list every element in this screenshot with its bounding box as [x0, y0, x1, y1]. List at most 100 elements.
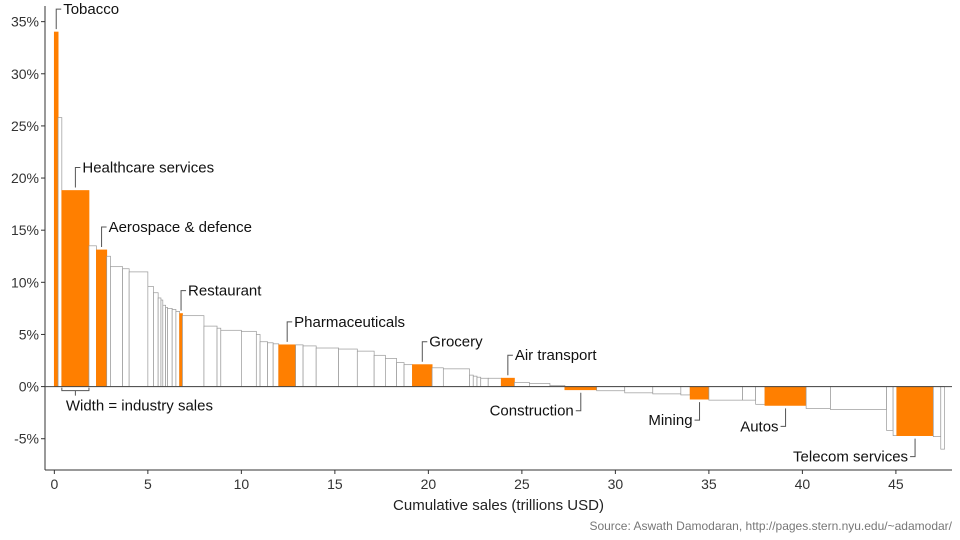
bar-39	[431, 367, 444, 387]
bar-60	[805, 386, 831, 409]
bar-22	[220, 329, 242, 387]
x-ticks: 0 5 10 15 20 25 30 35 40 45	[50, 470, 904, 492]
y-tick-label: 25%	[11, 118, 39, 134]
bar-13	[162, 304, 166, 387]
bar-63	[892, 386, 898, 436]
annotation-label: Air transport	[515, 347, 598, 364]
bar-mining	[689, 386, 710, 400]
annotation-label: Aerospace & defence	[109, 219, 252, 236]
bar-54	[680, 386, 691, 396]
bar-26	[267, 342, 274, 387]
bar-32	[338, 348, 358, 387]
bar-66	[940, 386, 945, 450]
source-note: Source: Aswath Damodaran, http://pages.s…	[589, 519, 952, 533]
annotation-label: Grocery	[429, 334, 483, 351]
bar-27	[272, 343, 280, 387]
bar-58	[755, 386, 766, 405]
bar-air-transport	[500, 377, 515, 387]
bar-20	[203, 325, 218, 387]
bar-restaurant	[179, 313, 183, 387]
axes-layer	[44, 6, 952, 471]
x-tick-label: 15	[327, 476, 343, 492]
bar-47	[514, 382, 530, 387]
bar-10	[153, 292, 159, 387]
annotation-label: Telecom services	[793, 449, 908, 466]
bar-62	[886, 386, 894, 431]
annotation-construction: Construction	[490, 392, 582, 420]
x-axis-title: Cumulative sales (trillions USD)	[393, 497, 604, 514]
y-tick-label: 10%	[11, 274, 39, 290]
y-tick-label: 35%	[11, 14, 39, 30]
bar-telecom-services	[896, 386, 934, 436]
x-tick-label: 45	[888, 476, 904, 492]
annotation-label: Healthcare services	[82, 160, 214, 177]
y-tick-label: 30%	[11, 66, 39, 82]
bar-34	[373, 354, 386, 387]
bar-5	[106, 255, 111, 387]
annotation-leader	[780, 408, 787, 427]
annotation-label: Autos	[740, 418, 778, 435]
x-tick-label: 30	[608, 476, 624, 492]
bar-29	[295, 344, 304, 387]
annotation-grocery: Grocery	[421, 334, 483, 362]
bar-37	[403, 364, 413, 387]
bar-tobacco	[53, 31, 59, 387]
x-tick-label: 20	[421, 476, 437, 492]
annotation-pharmaceuticals: Pharmaceuticals	[286, 314, 405, 342]
bar-52	[624, 386, 654, 394]
width-note: Width = industry sales	[61, 387, 213, 415]
bar-44	[480, 377, 489, 387]
annotation-leader	[74, 167, 81, 188]
x-tick-label: 40	[795, 476, 811, 492]
bar-9	[147, 286, 154, 387]
bar-8	[128, 271, 149, 387]
bars-layer	[53, 31, 945, 450]
annotation-healthcare-services: Healthcare services	[74, 160, 214, 188]
annotation-leader	[55, 8, 62, 30]
bar-7	[122, 268, 130, 387]
bar-41	[469, 374, 474, 387]
bar-57	[742, 386, 756, 401]
y-tick-label: 0%	[19, 379, 39, 395]
bar-6	[110, 266, 123, 387]
annotation-restaurant: Restaurant	[180, 283, 262, 311]
x-tick-label: 25	[514, 476, 530, 492]
annotation-telecom-services: Telecom services	[793, 438, 916, 466]
bar-56	[708, 386, 743, 401]
annotations-layer: Tobacco Healthcare services Aerospace & de…	[55, 1, 916, 466]
width-note-bracket	[61, 387, 90, 396]
width-note-text: Width = industry sales	[66, 398, 213, 415]
bar-pharmaceuticals	[278, 344, 296, 387]
annotation-mining: Mining	[648, 402, 701, 429]
bar-43	[476, 376, 482, 387]
bar-25	[259, 341, 268, 387]
annotation-label: Tobacco	[63, 1, 119, 18]
bar-61	[830, 386, 887, 410]
x-tick-label: 10	[234, 476, 250, 492]
bar-35	[385, 358, 397, 387]
bar-16	[171, 309, 177, 387]
bar-42	[472, 375, 478, 387]
annotation-label: Restaurant	[188, 283, 262, 300]
bar-36	[396, 362, 405, 387]
annotation-leader	[575, 392, 582, 412]
annotation-leader	[101, 226, 107, 247]
bar-23	[241, 330, 257, 387]
bar-3	[88, 245, 97, 387]
bar-11	[157, 297, 162, 387]
bar-53	[652, 386, 682, 395]
annotation-leader	[910, 438, 916, 458]
annotation-autos: Autos	[740, 408, 787, 435]
bar-65	[932, 386, 942, 437]
bar-30	[302, 345, 317, 387]
annotation-leader	[421, 341, 428, 362]
y-tick-label: 15%	[11, 222, 39, 238]
y-tick-label: -5%	[14, 431, 39, 447]
annotation-leader	[507, 354, 513, 376]
annotation-leader	[180, 290, 187, 311]
bar-17	[175, 311, 180, 387]
annotation-leader	[694, 402, 701, 421]
x-tick-label: 5	[144, 476, 152, 492]
bar-51	[596, 386, 626, 392]
